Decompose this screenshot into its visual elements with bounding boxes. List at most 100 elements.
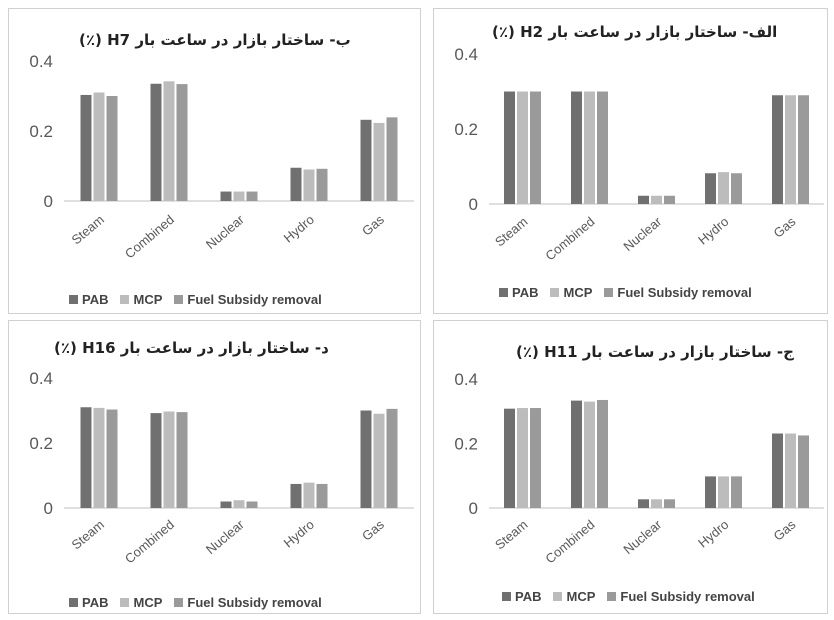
chart-title: الف- ساختار بازار در ساعت بار H2 (٪) bbox=[492, 23, 778, 41]
legend-swatch bbox=[499, 288, 508, 297]
legend-swatch bbox=[607, 592, 617, 601]
bar-mcp-steam bbox=[517, 91, 528, 204]
legend-swatch bbox=[604, 288, 614, 297]
bar-mcp-hydro bbox=[303, 169, 315, 201]
bar-mcp-gas bbox=[785, 95, 796, 204]
bar-pab-steam bbox=[504, 408, 515, 508]
y-tick-label: 0 bbox=[44, 192, 53, 211]
x-tick-label: Gas bbox=[771, 213, 799, 240]
x-tick-label: Combined bbox=[122, 212, 177, 262]
chart-legend: PAB MCP Fuel Subsidy removal bbox=[499, 285, 752, 300]
bar-fuel-subsidy-removal-combined bbox=[597, 399, 608, 508]
legend-item: Fuel Subsidy removal bbox=[174, 292, 322, 307]
bar-pab-steam bbox=[80, 407, 92, 508]
x-tick-label: Steam bbox=[492, 214, 530, 250]
bar-chart-h11: 0 0.2 0.4 Steam Combined Nuclear Hydro Gas bbox=[454, 370, 824, 567]
bar-pab-gas bbox=[772, 433, 783, 508]
bar-pab-gas bbox=[360, 119, 372, 201]
y-tick-label: 0.4 bbox=[29, 369, 53, 388]
x-tick-label: Nuclear bbox=[203, 516, 247, 557]
bar-pab-gas bbox=[360, 410, 372, 508]
legend-item: MCP bbox=[120, 595, 162, 610]
legend-label: Fuel Subsidy removal bbox=[617, 285, 752, 300]
x-tick-label: Combined bbox=[542, 214, 597, 264]
x-tick-label: Hydro bbox=[281, 517, 317, 551]
legend-label: MCP bbox=[563, 285, 593, 300]
bar-pab-combined bbox=[150, 413, 162, 508]
bar-fuel-subsidy-removal-steam bbox=[106, 409, 118, 508]
chart-legend: PAB MCP Fuel Subsidy removal bbox=[69, 292, 322, 307]
bar-mcp-combined bbox=[584, 91, 595, 204]
bar-pab-combined bbox=[571, 91, 582, 204]
bar-mcp-combined bbox=[163, 81, 175, 201]
legend-label: MCP bbox=[133, 595, 163, 610]
legend-label: Fuel Subsidy removal bbox=[187, 292, 322, 307]
bar-pab-nuclear bbox=[638, 499, 649, 508]
bar-pab-combined bbox=[571, 400, 582, 508]
legend-swatch bbox=[69, 295, 78, 304]
x-tick-label: Gas bbox=[359, 211, 387, 238]
x-tick-label: Combined bbox=[122, 517, 177, 567]
legend-label: Fuel Subsidy removal bbox=[187, 595, 322, 610]
x-tick-label: Combined bbox=[542, 517, 597, 567]
bar-pab-steam bbox=[504, 91, 515, 204]
bar-fuel-subsidy-removal-steam bbox=[530, 408, 541, 508]
x-tick-label: Nuclear bbox=[203, 211, 247, 252]
legend-item: Fuel Subsidy removal bbox=[607, 589, 755, 604]
chart-panel-h2: 0 0.2 0.4 Steam Combined Nuclear Hydro Gas الف-… bbox=[433, 8, 828, 314]
bar-fuel-subsidy-removal-combined bbox=[176, 412, 188, 508]
bar-chart-h2: 0 0.2 0.4 Steam Combined Nuclear Hydro Gas bbox=[454, 45, 824, 264]
y-tick-label: 0.4 bbox=[454, 45, 478, 64]
legend-item: MCP bbox=[550, 285, 592, 300]
bar-pab-gas bbox=[772, 95, 783, 204]
bar-pab-combined bbox=[150, 83, 162, 201]
bar-fuel-subsidy-removal-nuclear bbox=[246, 501, 258, 508]
bar-fuel-subsidy-removal-gas bbox=[386, 117, 398, 201]
bar-mcp-nuclear bbox=[233, 500, 245, 508]
bar-pab-hydro bbox=[290, 167, 302, 201]
y-tick-label: 0 bbox=[469, 195, 478, 214]
y-tick-label: 0 bbox=[44, 499, 53, 518]
chart-panel-h16: 0 0.2 0.4 Steam Combined Nuclear Hydro Gas د- س… bbox=[8, 320, 421, 614]
x-tick-label: Hydro bbox=[281, 212, 317, 246]
legend-swatch bbox=[502, 592, 511, 601]
legend-item: Fuel Subsidy removal bbox=[174, 595, 322, 610]
bar-mcp-nuclear bbox=[651, 195, 662, 204]
bar-fuel-subsidy-removal-combined bbox=[176, 84, 188, 201]
x-tick-label: Steam bbox=[492, 517, 530, 553]
legend-label: PAB bbox=[82, 595, 109, 610]
legend-label: MCP bbox=[133, 292, 163, 307]
chart-legend: PAB MCP Fuel Subsidy removal bbox=[502, 589, 755, 604]
bar-pab-hydro bbox=[705, 476, 716, 508]
chart-legend: PAB MCP Fuel Subsidy removal bbox=[69, 595, 322, 610]
chart-panel-h7: 0 0.2 0.4 Steam Combined Nuclear Hydro Gas ب- س… bbox=[8, 8, 421, 314]
bar-pab-nuclear bbox=[220, 191, 232, 201]
bar-mcp-gas bbox=[785, 433, 796, 508]
chart-title: د- ساختار بازار در ساعت بار H16 (٪) bbox=[54, 339, 329, 357]
bar-pab-nuclear bbox=[638, 195, 649, 204]
legend-item: PAB bbox=[502, 589, 541, 604]
bar-fuel-subsidy-removal-gas bbox=[386, 408, 398, 508]
legend-swatch bbox=[174, 295, 184, 304]
x-tick-label: Hydro bbox=[695, 214, 731, 248]
bar-mcp-hydro bbox=[303, 482, 315, 508]
bar-mcp-steam bbox=[517, 408, 528, 508]
bar-mcp-combined bbox=[163, 411, 175, 508]
bar-mcp-steam bbox=[93, 92, 105, 201]
legend-label: PAB bbox=[512, 285, 539, 300]
bar-pab-hydro bbox=[290, 483, 302, 508]
y-tick-label: 0.2 bbox=[454, 435, 478, 454]
legend-label: PAB bbox=[82, 292, 109, 307]
y-tick-label: 0.2 bbox=[454, 120, 478, 139]
y-tick-label: 0.4 bbox=[29, 52, 53, 71]
bar-mcp-combined bbox=[584, 401, 595, 508]
chart-title: ج- ساختار بازار در ساعت بار H11 (٪) bbox=[516, 343, 794, 361]
legend-item: PAB bbox=[69, 292, 108, 307]
x-tick-label: Nuclear bbox=[620, 516, 664, 557]
bar-mcp-steam bbox=[93, 407, 105, 508]
legend-label: PAB bbox=[515, 589, 542, 604]
legend-item: PAB bbox=[69, 595, 108, 610]
bar-fuel-subsidy-removal-gas bbox=[798, 435, 809, 508]
legend-item: MCP bbox=[553, 589, 595, 604]
bar-mcp-nuclear bbox=[651, 499, 662, 508]
